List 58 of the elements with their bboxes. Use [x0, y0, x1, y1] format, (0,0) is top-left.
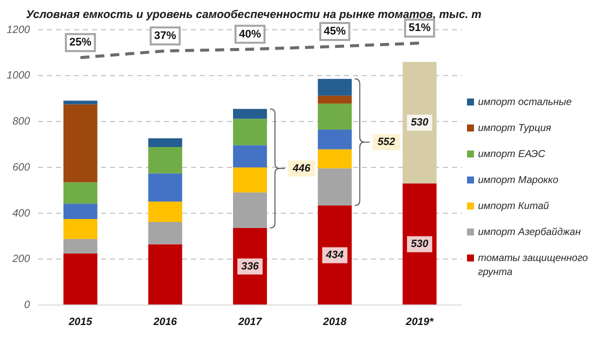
bar [318, 168, 352, 206]
x-tick-label: 2018 [322, 316, 347, 328]
bar [318, 149, 352, 168]
bar [63, 182, 98, 204]
bar [63, 219, 98, 239]
bar [233, 118, 267, 146]
legend-label: импорт Китай [478, 200, 550, 212]
legend-label: импорт ЕАЭС [478, 148, 546, 160]
bar [233, 192, 267, 228]
data-label: 530 [410, 116, 429, 129]
x-tick-label: 2015 [68, 316, 92, 328]
bar [402, 183, 437, 305]
legend-label: импорт Марокко [478, 174, 559, 186]
bar [318, 130, 352, 150]
bar [148, 173, 182, 202]
bar [63, 204, 98, 219]
bar [402, 62, 437, 184]
data-label: 336 [241, 260, 259, 272]
annotation: 552 [378, 136, 396, 148]
bar [318, 78, 352, 96]
legend-label: импорт остальные [478, 96, 572, 108]
y-tick-label: 400 [12, 207, 30, 220]
chart-title: Условная емкость и уровень самообеспеченности на рынке томатов, тыс. т [26, 9, 482, 21]
y-tick-label: 600 [12, 161, 30, 174]
x-tick-label: 2017 [237, 316, 263, 328]
bar [233, 167, 267, 192]
data-label: 40% [238, 28, 262, 40]
bar [63, 104, 98, 182]
legend-label: томаты защищенного грунта [478, 252, 588, 278]
y-tick-label: 1000 [6, 70, 30, 82]
legend-label: импорт Азербайджан [478, 226, 582, 238]
x-tick-label: 2016 [152, 316, 178, 328]
bar [148, 138, 182, 147]
y-tick-label: 800 [12, 116, 30, 128]
bar [63, 253, 98, 305]
bar [63, 238, 98, 254]
data-label: 51% [408, 22, 431, 34]
x-tick-label: 2019* [404, 316, 434, 328]
bar [318, 104, 352, 130]
y-tick-label: 200 [11, 253, 30, 266]
bar [148, 222, 182, 244]
data-label: 25% [69, 36, 92, 49]
y-tick-label: 1200 [6, 24, 30, 36]
annotation: 446 [292, 162, 310, 174]
bar [148, 146, 182, 174]
legend-label: импорт Турция [478, 122, 552, 134]
y-tick-label: 0 [24, 299, 30, 311]
bar [233, 145, 267, 168]
data-label: 45% [324, 25, 346, 38]
bar [148, 202, 182, 222]
data-label: 434 [325, 249, 344, 262]
bar [318, 205, 352, 305]
bar [233, 108, 267, 119]
data-label: 37% [154, 30, 176, 42]
data-label: 530 [410, 238, 429, 250]
bar [63, 100, 98, 104]
bar [148, 244, 182, 305]
bar [318, 96, 352, 104]
